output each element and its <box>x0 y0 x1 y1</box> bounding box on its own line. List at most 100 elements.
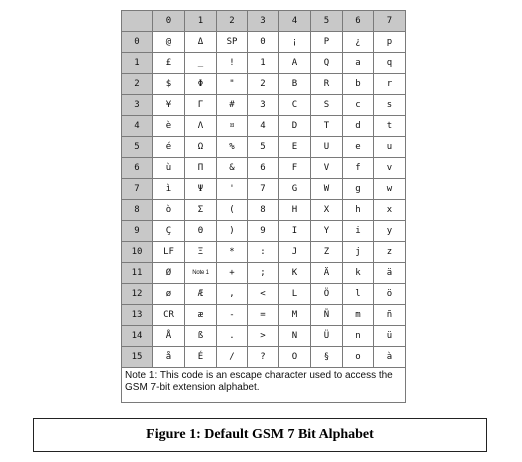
character-cell: w <box>373 178 406 200</box>
character-cell: Ω <box>184 136 217 158</box>
character-cell: u <box>373 136 406 158</box>
character-cell: s <box>373 94 406 116</box>
footnote-row: Note 1: This code is an escape character… <box>121 367 406 403</box>
character-cell: 4 <box>247 115 279 137</box>
character-cell: Ξ <box>184 241 217 263</box>
character-cell: v <box>373 157 406 179</box>
character-cell: l <box>342 283 374 305</box>
character-cell: z <box>373 241 406 263</box>
character-cell: ü <box>373 325 406 347</box>
character-cell: Π <box>184 157 217 179</box>
figure-caption-box: Figure 1: Default GSM 7 Bit Alphabet <box>33 418 487 452</box>
character-cell: 0 <box>247 31 279 53</box>
character-cell: a <box>342 52 374 74</box>
row-header: 0 <box>121 31 153 53</box>
character-cell: H <box>278 199 311 221</box>
character-cell: à <box>373 346 406 368</box>
character-cell: ä <box>373 262 406 284</box>
character-cell: ¤ <box>216 115 248 137</box>
character-cell: R <box>310 73 343 95</box>
character-cell: ' <box>216 178 248 200</box>
character-cell: , <box>216 283 248 305</box>
column-header: 2 <box>216 10 248 32</box>
character-cell: e <box>342 136 374 158</box>
column-header: 7 <box>373 10 406 32</box>
character-cell: + <box>216 262 248 284</box>
character-cell: B <box>278 73 311 95</box>
character-cell: m <box>342 304 374 326</box>
character-cell: Z <box>310 241 343 263</box>
character-cell: n <box>342 325 374 347</box>
character-cell: _ <box>184 52 217 74</box>
character-cell: p <box>373 31 406 53</box>
character-cell: ¡ <box>278 31 311 53</box>
character-cell: = <box>247 304 279 326</box>
character-cell: T <box>310 115 343 137</box>
character-cell: Σ <box>184 199 217 221</box>
row-header: 4 <box>121 115 153 137</box>
character-cell: M <box>278 304 311 326</box>
character-cell: 5 <box>247 136 279 158</box>
column-header: 6 <box>342 10 374 32</box>
character-cell: 3 <box>247 94 279 116</box>
character-cell: J <box>278 241 311 263</box>
character-cell: g <box>342 178 374 200</box>
row-header: 8 <box>121 199 153 221</box>
character-cell: § <box>310 346 343 368</box>
character-cell: q <box>373 52 406 74</box>
character-cell: & <box>216 157 248 179</box>
character-cell: 9 <box>247 220 279 242</box>
character-cell: ? <box>247 346 279 368</box>
character-cell: A <box>278 52 311 74</box>
character-cell: I <box>278 220 311 242</box>
character-cell: Λ <box>184 115 217 137</box>
character-cell: ! <box>216 52 248 74</box>
character-cell: ¥ <box>152 94 185 116</box>
character-cell: b <box>342 73 374 95</box>
row-header: 9 <box>121 220 153 242</box>
character-cell: / <box>216 346 248 368</box>
row-header: 15 <box>121 346 153 368</box>
character-cell: æ <box>184 304 217 326</box>
character-cell: V <box>310 157 343 179</box>
character-cell: ù <box>152 157 185 179</box>
character-cell: ø <box>152 283 185 305</box>
character-cell: Ø <box>152 262 185 284</box>
character-cell: Q <box>310 52 343 74</box>
character-cell: S <box>310 94 343 116</box>
character-cell: P <box>310 31 343 53</box>
character-cell: ( <box>216 199 248 221</box>
character-cell: ì <box>152 178 185 200</box>
character-cell: Y <box>310 220 343 242</box>
character-cell: K <box>278 262 311 284</box>
character-cell: C <box>278 94 311 116</box>
character-cell: SP <box>216 31 248 53</box>
character-cell: Φ <box>184 73 217 95</box>
character-cell: 2 <box>247 73 279 95</box>
character-cell: W <box>310 178 343 200</box>
character-cell: 7 <box>247 178 279 200</box>
figure-caption: Figure 1: Default GSM 7 Bit Alphabet <box>146 427 374 442</box>
character-cell: t <box>373 115 406 137</box>
character-cell: Ä <box>310 262 343 284</box>
character-cell: è <box>152 115 185 137</box>
character-cell: . <box>216 325 248 347</box>
row-header: 6 <box>121 157 153 179</box>
character-cell: : <box>247 241 279 263</box>
character-cell: ö <box>373 283 406 305</box>
column-header: 5 <box>310 10 343 32</box>
character-cell: £ <box>152 52 185 74</box>
character-cell: % <box>216 136 248 158</box>
character-cell: ) <box>216 220 248 242</box>
